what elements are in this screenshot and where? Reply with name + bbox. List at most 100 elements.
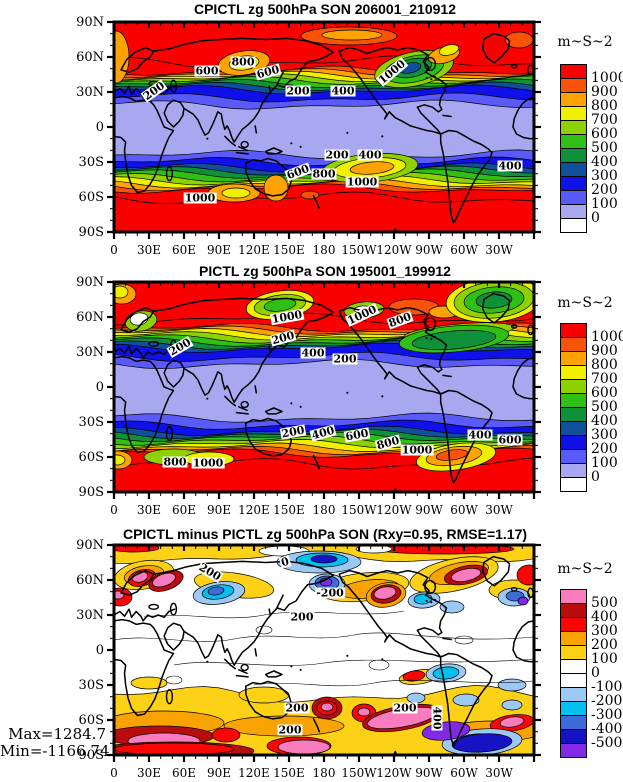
colorbar-swatch: [560, 162, 587, 177]
lon-tick-label: 120W: [376, 243, 412, 257]
colorbar-swatch: [560, 729, 587, 744]
colorbar-tick-label: -100: [591, 679, 623, 695]
lat-tick-label: 60S: [78, 450, 104, 465]
colorbar-tick-label: 100: [591, 651, 618, 667]
lon-tick-label: 150E: [273, 243, 305, 257]
contour-label: 400: [430, 705, 444, 731]
map-artwork: [114, 282, 534, 492]
colorbar-tick-label: 600: [591, 126, 618, 142]
colorbar-tick-label: 700: [591, 112, 618, 128]
lon-tick-label: 90W: [415, 243, 443, 257]
colorbar-tick-label: 1000: [591, 329, 623, 345]
colorbar-tick-label: 100: [591, 455, 618, 471]
contour-label: 200: [277, 723, 303, 737]
lat-tick-label: 60S: [78, 713, 104, 728]
colorbar-tick-label: 400: [591, 413, 618, 429]
lon-tick-label: 30W: [485, 766, 513, 780]
map-canvas-1: [107, 20, 541, 239]
lat-tick-label: 0: [95, 643, 104, 658]
lat-tick-label: 90N: [76, 15, 104, 30]
lon-tick-label: 150E: [273, 766, 305, 780]
lat-tick-label: 0: [95, 380, 104, 395]
colorbar-units-label: m~S~2: [557, 295, 613, 311]
colorbar-swatch: [560, 323, 587, 338]
map-canvas-2: [107, 280, 541, 499]
lon-tick-label: 60W: [450, 243, 478, 257]
lon-tick-label: 0: [110, 243, 118, 257]
lat-tick-label: 60N: [76, 310, 104, 325]
colorbar-tick-label: 900: [591, 343, 618, 359]
lat-tick-label: 90N: [76, 275, 104, 290]
colorbar-swatch: [560, 92, 587, 107]
colorbar-swatch: [560, 421, 587, 436]
lon-tick-label: 150E: [273, 503, 305, 517]
colorbar-tick-label: 200: [591, 182, 618, 198]
panel-3: CPICTL minus PICTL zg 500hPa SON (Rxy=0.…: [0, 523, 623, 782]
colorbar-swatch: [560, 617, 587, 632]
lon-tick-label: 120W: [376, 766, 412, 780]
colorbar-tick-label: 0: [591, 469, 600, 485]
map-artwork: [114, 545, 534, 755]
colorbar-swatch: [560, 393, 587, 408]
map-artwork: [114, 22, 534, 232]
colorbar-swatch: [560, 176, 587, 191]
panel-title: CPICTL minus PICTL zg 500hPa SON (Rxy=0.…: [122, 526, 528, 542]
lat-tick-label: 60S: [78, 190, 104, 205]
contour-label: 600: [497, 433, 523, 447]
colorbar-tick-label: 700: [591, 371, 618, 387]
colorbar-swatch: [560, 218, 587, 233]
lon-tick-label: 150W: [341, 243, 377, 257]
lat-tick-label: 90S: [78, 485, 104, 500]
contour-label: 400: [357, 148, 383, 162]
colorbar-swatch: [560, 449, 587, 464]
lon-tick-label: 60E: [171, 243, 197, 257]
colorbar-tick-label: 300: [591, 427, 618, 443]
lat-tick-label: 0: [95, 120, 104, 135]
coastline: [114, 555, 534, 755]
contour-label: 1000: [400, 443, 434, 457]
contour-label: 400: [467, 428, 493, 442]
contour-label: 1000: [345, 175, 379, 189]
contour-label: 800: [162, 455, 188, 469]
colorbar-units-label: m~S~2: [557, 561, 613, 577]
contour-label: 400: [330, 84, 356, 98]
colorbar-swatch: [560, 106, 587, 121]
contour-label: 200: [289, 610, 315, 624]
colorbar-tick-label: 600: [591, 385, 618, 401]
colorbar-swatch: [560, 477, 587, 492]
map-canvas-3: [107, 543, 541, 762]
colorbar-tick-label: 100: [591, 196, 618, 212]
lat-tick-label: 60N: [76, 573, 104, 588]
contour-label: 200: [284, 701, 310, 715]
coastline: [114, 292, 534, 492]
lat-tick-label: 30N: [76, 345, 104, 360]
lon-tick-label: 30E: [136, 503, 162, 517]
lat-tick-label: 30S: [78, 155, 104, 170]
contour-label: 800: [230, 55, 256, 69]
colorbar-tick-label: 400: [591, 154, 618, 170]
lon-tick-label: 90E: [206, 503, 232, 517]
colorbar-swatch: [560, 379, 587, 394]
colorbar-swatch: [560, 148, 587, 163]
lon-tick-label: 30E: [136, 766, 162, 780]
map-frame: [107, 543, 541, 762]
colorbar-tick-label: 400: [591, 609, 618, 625]
lon-tick-label: 0: [110, 766, 118, 780]
contour-label: 1000: [183, 191, 217, 205]
panel-1: CPICTL zg 500hPa SON 206001_210912 90N 60N…: [0, 0, 623, 262]
colorbar-swatch: [560, 204, 587, 219]
colorbar-swatch: [560, 351, 587, 366]
contour-label: -200: [315, 586, 345, 600]
lon-tick-label: 30E: [136, 243, 162, 257]
lon-tick-label: 90E: [206, 766, 232, 780]
colorbar-swatch: [560, 78, 587, 93]
lon-tick-label: 30W: [485, 503, 513, 517]
lon-tick-label: 120E: [238, 503, 270, 517]
lon-tick-label: 150W: [341, 503, 377, 517]
colorbar-tick-label: 0: [591, 210, 600, 226]
colorbar-swatch: [560, 659, 587, 674]
colorbar-tick-label: 300: [591, 168, 618, 184]
colorbar-swatch: [560, 407, 587, 422]
colorbar-swatch: [560, 645, 587, 660]
